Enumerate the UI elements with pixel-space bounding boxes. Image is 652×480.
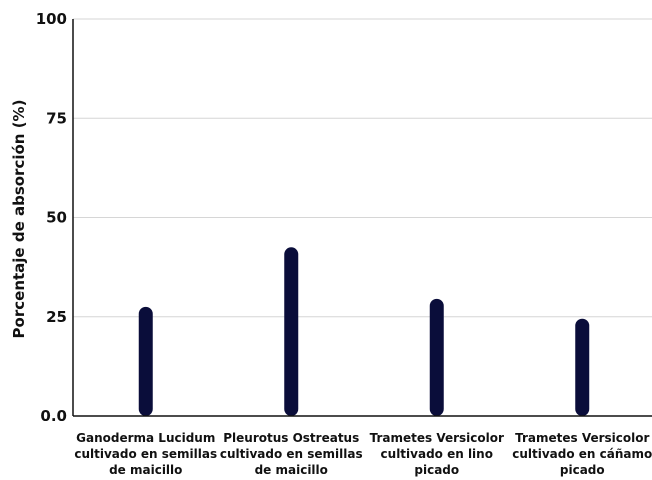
bar bbox=[284, 247, 299, 416]
x-category-label-line: Trametes Versicolor bbox=[515, 431, 649, 445]
x-category-label-line: cultivado en semillas bbox=[220, 447, 363, 461]
x-category-label-line: cultivado en cáñamo bbox=[512, 447, 652, 461]
y-tick-label: 75 bbox=[46, 109, 67, 127]
x-category-label-line: de maicillo bbox=[109, 463, 182, 477]
y-tick-labels: 0.0 25 50 75 100 bbox=[36, 10, 67, 425]
x-category-label-line: Pleurotus Ostreatus bbox=[223, 431, 359, 445]
x-category-labels: Ganoderma Lucidum cultivado en semillas de… bbox=[74, 431, 652, 477]
x-category-label-line: Trametes Versicolor bbox=[370, 431, 504, 445]
gridlines bbox=[73, 18, 652, 318]
y-axis-title: Porcentaje de absorción (%) bbox=[10, 100, 28, 339]
x-category-label-line: cultivado en lino bbox=[381, 447, 493, 461]
bar bbox=[138, 306, 153, 416]
bar bbox=[575, 318, 590, 416]
y-tick-label: 25 bbox=[46, 308, 67, 326]
x-category-label-line: de maicillo bbox=[255, 463, 328, 477]
y-tick-label: 50 bbox=[46, 209, 67, 227]
bars bbox=[138, 247, 590, 416]
x-category-label-line: picado bbox=[414, 463, 459, 477]
x-category-label-line: Ganoderma Lucidum bbox=[76, 431, 215, 445]
y-tick-label: 0.0 bbox=[40, 407, 67, 425]
x-category-label-line: picado bbox=[560, 463, 605, 477]
bar bbox=[429, 298, 444, 416]
axes bbox=[72, 19, 652, 417]
x-category-label-line: cultivado en semillas bbox=[74, 447, 217, 461]
y-tick-label: 100 bbox=[36, 10, 67, 28]
